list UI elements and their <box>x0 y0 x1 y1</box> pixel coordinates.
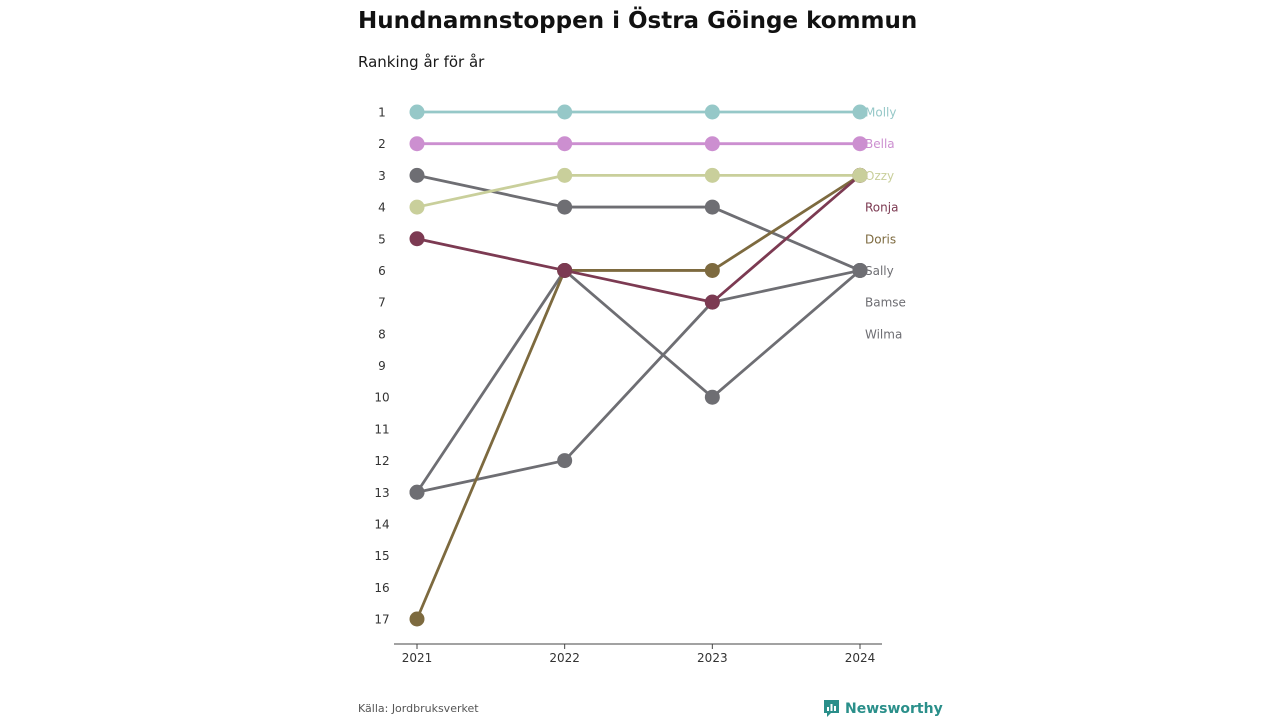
series-label-bella: Bella <box>865 137 895 151</box>
y-tick-label: 16 <box>374 581 389 595</box>
data-point-molly <box>704 104 720 120</box>
data-point-sally <box>704 199 720 215</box>
y-tick-label: 2 <box>378 137 386 151</box>
series-line-sally <box>415 173 862 272</box>
x-tick-label: 2023 <box>697 651 728 665</box>
data-point-ozzy <box>557 167 573 183</box>
y-tick-label: 11 <box>374 422 389 436</box>
data-point-bamse <box>409 484 425 500</box>
series-line-doris <box>415 173 862 621</box>
data-point-molly <box>852 104 868 120</box>
data-point-bella <box>852 136 868 152</box>
y-tick-label: 6 <box>378 264 386 278</box>
series-label-doris: Doris <box>865 232 896 246</box>
data-point-ozzy <box>852 167 868 183</box>
chart-title: Hundnamnstoppen i Östra Göinge kommun <box>358 8 918 34</box>
data-point-ozzy <box>409 199 425 215</box>
data-point-sally <box>409 167 425 183</box>
data-point-doris <box>409 611 425 627</box>
data-point-bella <box>704 136 720 152</box>
series-line-ozzy <box>415 173 862 209</box>
series-line-ronja <box>415 173 862 304</box>
x-tick-label: 2022 <box>549 651 580 665</box>
brand-name: Newsworthy <box>845 700 943 717</box>
series-points <box>409 104 868 627</box>
series-labels: Molly Bella Ozzy Ronja Doris Sally Bamse Wilma <box>865 106 906 342</box>
y-tick-label: 8 <box>378 327 386 341</box>
y-tick-label: 15 <box>374 549 389 563</box>
data-point-doris <box>704 262 720 278</box>
data-point-ronja <box>409 231 425 247</box>
series-label-bamse: Bamse <box>865 296 906 310</box>
newsworthy-logo-icon <box>824 700 839 717</box>
y-tick-label: 4 <box>378 201 386 215</box>
data-point-molly <box>557 104 573 120</box>
y-tick-label: 7 <box>378 296 386 310</box>
y-tick-label: 14 <box>374 517 389 531</box>
y-tick-label: 1 <box>378 106 386 120</box>
series-line-wilma <box>415 269 862 494</box>
x-tick-label: 2024 <box>845 651 876 665</box>
data-point-bella <box>557 136 573 152</box>
series-label-ozzy: Ozzy <box>865 169 894 183</box>
data-point-ozzy <box>704 167 720 183</box>
chart-subtitle: Ranking år för år <box>358 53 485 71</box>
y-tick-label: 3 <box>378 169 386 183</box>
y-tick-label: 12 <box>374 454 389 468</box>
y-tick-label: 17 <box>374 613 389 627</box>
x-tick-label: 2021 <box>402 651 433 665</box>
data-point-molly <box>409 104 425 120</box>
data-point-ronja <box>704 294 720 310</box>
data-point-sally <box>852 262 868 278</box>
y-tick-label: 9 <box>378 359 386 373</box>
x-axis-tick-labels: 2021 2022 2023 2024 <box>402 644 876 665</box>
y-tick-label: 13 <box>374 486 389 500</box>
y-tick-label: 10 <box>374 391 389 405</box>
data-point-bella <box>409 136 425 152</box>
series-label-sally: Sally <box>865 264 894 278</box>
data-point-bamse <box>704 389 720 405</box>
data-point-ronja <box>557 262 573 278</box>
series-label-ronja: Ronja <box>865 201 898 215</box>
series-line-bamse <box>415 269 862 494</box>
series-lines <box>415 110 862 621</box>
series-label-molly: Molly <box>865 106 896 120</box>
series-label-wilma: Wilma <box>865 327 902 341</box>
brand[interactable]: Newsworthy <box>823 699 943 718</box>
data-point-wilma <box>557 453 573 469</box>
source-note: Källa: Jordbruksverket <box>358 702 479 715</box>
data-point-sally <box>557 199 573 215</box>
y-tick-label: 5 <box>378 232 386 246</box>
